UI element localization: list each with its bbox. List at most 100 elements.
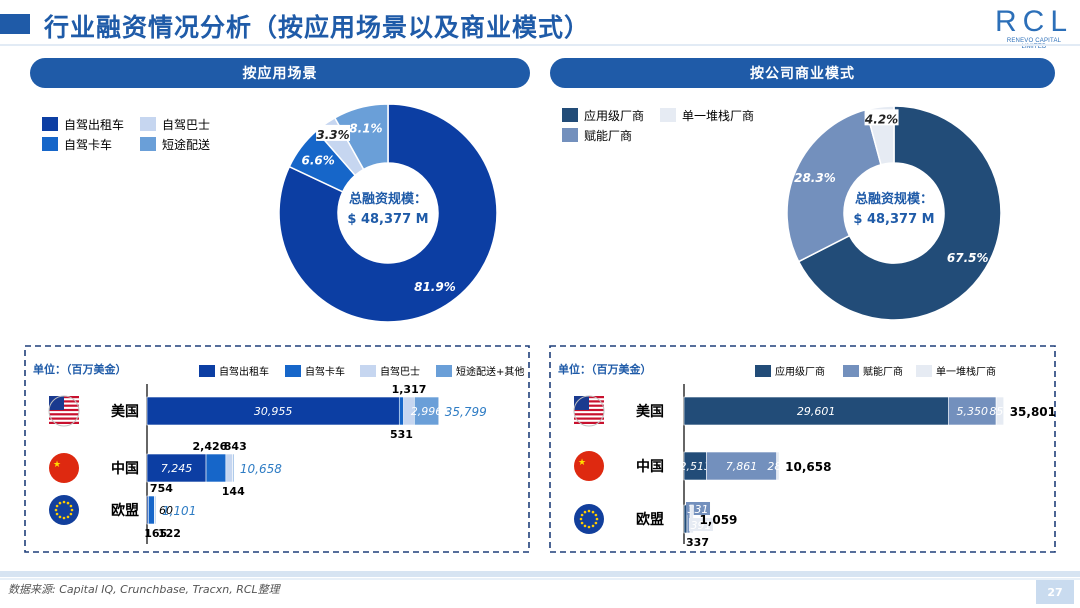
bar2-flag-2-star: [66, 515, 70, 519]
bar2-segment-1-1: [205, 453, 227, 483]
bar3-flag-0: [573, 395, 605, 427]
bar2-legend-label-3: 短途配送+其他: [456, 365, 524, 378]
bar3-legend-label-2: 单一堆栈厂商: [936, 365, 996, 378]
bar3-flag-2-star: [579, 517, 583, 521]
donut1-label-bg-2: [864, 109, 899, 126]
page-title: 行业融资情况分析（按应用场景以及商业模式）: [44, 13, 591, 42]
bar3-unit-label: 单位：（百万美金）: [558, 362, 652, 376]
bar3-flag-2-star: [580, 521, 584, 525]
bar2-segment-1-2: [225, 453, 233, 483]
company-logo: RCL RENEVO CAPITAL LIMITED: [994, 5, 1074, 51]
donut1-legend-label-0: 应用级厂商: [584, 108, 644, 123]
bar2-legend-label-1: 自驾卡车: [305, 365, 345, 378]
bar2-flag-1: [49, 453, 79, 483]
bar2-flag-2-star: [66, 501, 70, 505]
bar2-value-label-1-0: 7,245: [161, 462, 193, 475]
bar2-value-label-0-0: 30,955: [254, 405, 293, 418]
donut0-legend-swatch-1: [42, 137, 58, 151]
donut1-legend-swatch-0: [562, 108, 578, 122]
bar2-flag-2-star: [55, 504, 59, 508]
donut1-legend-swatch-2: [660, 108, 676, 122]
title-accent-bar: [0, 14, 30, 34]
donut1-legend-swatch-1: [562, 128, 578, 142]
page-number: 27: [1036, 580, 1074, 604]
bar3-category-label-2: 欧盟: [636, 511, 664, 528]
bar3-segment-0-2: [995, 396, 1005, 426]
donut0-value-label-0: 81.9%: [414, 280, 456, 294]
bar3-flag-2-star: [580, 513, 584, 517]
bar3-category-label-0: 美国: [636, 403, 664, 420]
bar3-flag-2-star: [587, 509, 591, 513]
bar3-flag-2-star: [583, 510, 587, 514]
bar2-flag-2-star: [54, 508, 58, 512]
bar3-value-label-1-0: 2,513: [679, 460, 711, 473]
bar2-legend-label-0: 自驾出租车: [219, 365, 269, 378]
bar2-value-label-0-3: 2,996: [411, 405, 443, 418]
bar2-value-label-1-2: 843: [224, 440, 247, 453]
section-header-right: 按公司商业模式: [550, 58, 1055, 88]
bar2-flag-2-star: [62, 500, 66, 504]
bar3-value-label-0-0: 29,601: [797, 405, 836, 418]
bar2-value-label-2-0: 165: [144, 527, 167, 540]
header-divider: [0, 44, 1080, 46]
bar3-flag-2-star: [595, 517, 599, 521]
bar2-legend-swatch-1: [285, 365, 301, 377]
donut1-legend-label-1: 赋能厂商: [584, 128, 632, 143]
bar3-segment-1-1: [706, 451, 777, 481]
donut0-value-label-1: 6.6%: [302, 153, 335, 167]
bar2-flag-2-star: [69, 512, 73, 516]
bar3-value-label-2-0: 337: [686, 536, 709, 549]
bar2-category-label-0: 美国: [111, 403, 139, 420]
bar2-value-label-2-1: 754: [150, 482, 173, 495]
donut0-legend-swatch-2: [140, 117, 156, 131]
bar2-segment-1-3: [232, 453, 235, 483]
bar2-total-label-1: 10,658: [240, 462, 282, 476]
donut0-slice-0: [278, 103, 498, 323]
bar3-segment-1-2: [776, 451, 780, 481]
donut1-slice-1: [786, 108, 882, 263]
bar3-flag-2-star: [583, 524, 587, 528]
bar3-category-label-1: 中国: [636, 458, 664, 475]
donut0-value-label-3: 8.1%: [349, 121, 382, 135]
bar3-flag-0-canton: [574, 396, 589, 410]
bar2-flag-0-canton: [49, 396, 64, 410]
bar3-flag-0-stripe: [574, 413, 604, 416]
donut0-legend-label-1: 自驾卡车: [64, 137, 112, 152]
bar2-value-label-1-3: 144: [222, 485, 245, 498]
bar3-flag-2: [574, 504, 604, 534]
footer-bar: [0, 571, 1080, 577]
donut0-legend-swatch-3: [140, 137, 156, 151]
donut1-value-label-2: 4.2%: [864, 112, 898, 126]
bar3-flag-1: [574, 451, 604, 481]
bar3-value-label-1-2: 284: [767, 460, 788, 473]
logo-text: RCL: [994, 5, 1073, 38]
bar3-flag-2-star: [594, 513, 598, 517]
bar2-segment-1-0: [146, 453, 207, 483]
bar3-frame: [549, 345, 1056, 553]
bar2-flag-2-star: [55, 512, 59, 516]
bar2-value-label-2-2: 60: [159, 504, 173, 517]
bar2-total-label-2: 1,101: [162, 504, 196, 518]
donut1-value-label-1: 28.3%: [794, 171, 836, 185]
bar3-flag-2-star: [591, 510, 595, 514]
bar3-value-label-0-2: 850: [989, 405, 1010, 418]
donut0-center-line1: 总融资规模：: [349, 191, 427, 207]
bar3-legend-swatch-1: [843, 365, 859, 377]
bar3-flag-0-ring: [573, 395, 605, 427]
donut1-slice-0: [797, 105, 1002, 321]
bar2-legend-label-2: 自驾巴士: [380, 365, 420, 378]
bar2-flag-2-star: [62, 516, 66, 520]
bar3-flag-2-star: [587, 525, 591, 529]
donut0-legend-swatch-0: [42, 117, 58, 131]
bar3-segment-0-0: [683, 396, 949, 426]
bar3-total-label-1: 10,658: [785, 460, 831, 474]
bar2-flag-1-star: ★: [53, 460, 61, 470]
bar3-flag-2-star: [591, 524, 595, 528]
bar3-value-tag-2-2: [688, 518, 713, 531]
bar3-flag-2-star: [594, 521, 598, 525]
bar3-value-label-2-2: 391: [690, 519, 711, 532]
bar2-value-label-0-2: 1,317: [392, 383, 427, 396]
bar3-flag-0-stripe: [574, 417, 604, 420]
bar3-total-label-0: 35,801: [1010, 405, 1056, 419]
